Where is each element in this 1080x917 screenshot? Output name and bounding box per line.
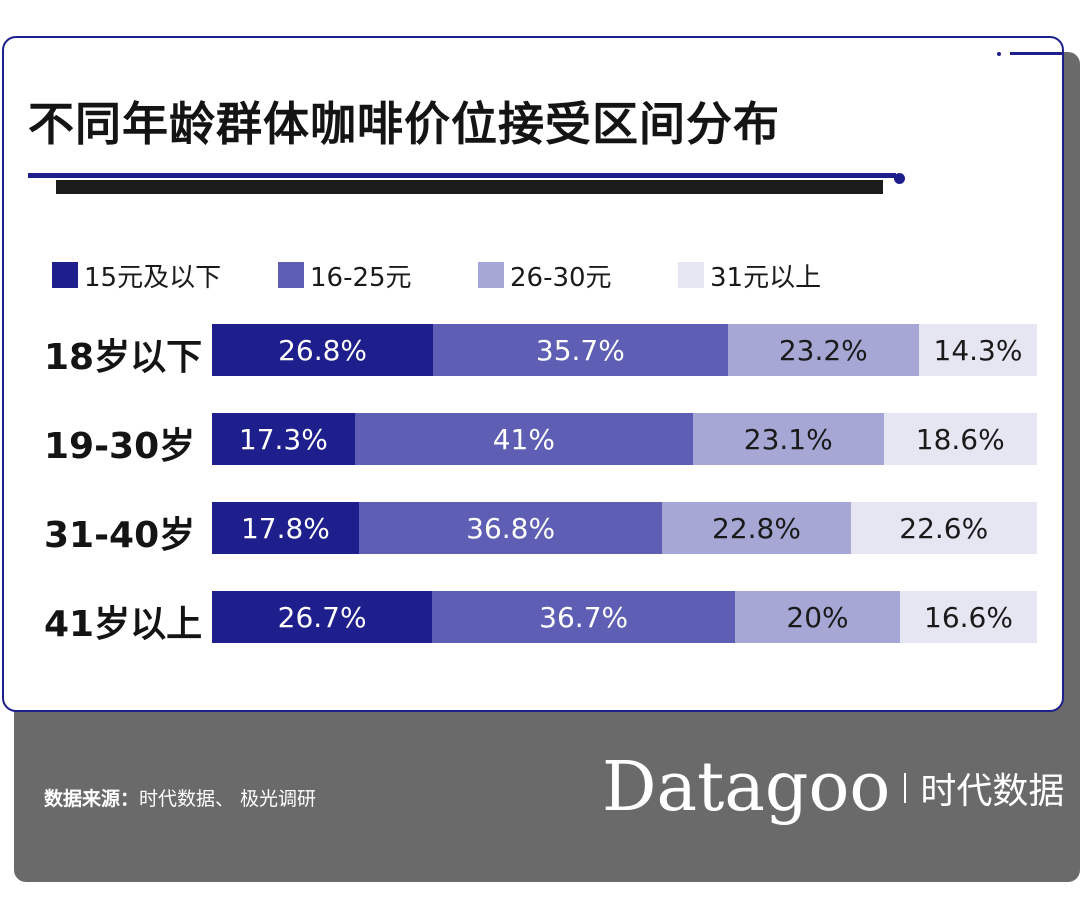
legend-item: 16-25元 <box>278 260 412 293</box>
legend-swatch <box>278 262 304 288</box>
bar-segment: 36.7% <box>432 591 736 643</box>
bar-segment: 23.2% <box>727 324 919 376</box>
data-label: 23.1% <box>743 422 833 456</box>
data-label: 20% <box>786 600 849 634</box>
data-label: 22.8% <box>712 511 801 545</box>
card-accent-dot <box>997 52 1001 56</box>
data-label: 17.8% <box>240 511 330 545</box>
bar-segment: 23.1% <box>692 413 884 465</box>
data-label: 18.6% <box>915 422 1005 456</box>
bar-segment: 14.3% <box>919 324 1037 376</box>
legend-swatch <box>678 262 704 288</box>
legend-item: 31元以上 <box>678 260 821 293</box>
bar-segment: 26.8% <box>212 324 434 376</box>
data-label: 36.8% <box>466 511 556 545</box>
data-label: 14.3% <box>933 333 1023 367</box>
card-accent-line <box>1010 52 1064 55</box>
brand-cn-name: 时代数据 <box>920 770 1065 812</box>
bar-segment: 26.7% <box>212 591 433 643</box>
legend-item: 26-30元 <box>478 260 612 293</box>
legend-label: 31元以上 <box>710 262 822 293</box>
data-source: 数据来源：时代数据、 极光调研 <box>44 784 316 811</box>
bar-segment: 18.6% <box>883 413 1037 465</box>
bar-segment: 22.8% <box>662 502 851 554</box>
bar-segment: 16.6% <box>900 591 1037 643</box>
data-label: 26.7% <box>277 600 367 634</box>
bar-segment: 17.3% <box>212 413 355 465</box>
chart-title: 不同年龄群体咖啡价位接受区间分布 <box>28 97 780 151</box>
legend-label: 15元及以下 <box>84 262 222 293</box>
brand-logo: Datagoo 时代数据 <box>602 748 1064 827</box>
legend-swatch <box>52 262 78 288</box>
bar-segment: 20% <box>735 591 901 643</box>
bar-row: 26.7% 36.7% 20% 16.6% <box>212 591 1037 643</box>
data-label: 26.8% <box>278 333 368 367</box>
brand-name: Datagoo <box>602 748 891 827</box>
data-label: 23.2% <box>778 333 868 367</box>
title-underline-dark <box>56 180 883 194</box>
title-underline-blue <box>28 173 896 178</box>
bar-row: 26.8% 35.7% 23.2% 14.3% <box>212 324 1037 376</box>
brand-separator <box>904 772 907 803</box>
data-label: 22.6% <box>899 511 989 545</box>
bar-segment: 35.7% <box>433 324 728 376</box>
bar-row: 17.8% 36.8% 22.8% 22.6% <box>212 502 1037 554</box>
data-source-text: 时代数据、 极光调研 <box>139 788 317 810</box>
bar-segment: 41% <box>354 413 693 465</box>
bar-segment: 36.8% <box>358 502 663 554</box>
data-label: 41% <box>492 422 555 456</box>
legend-label: 26-30元 <box>510 262 612 293</box>
category-label: 18岁以下 <box>44 337 203 378</box>
legend-label: 16-25元 <box>310 262 412 293</box>
data-source-label: 数据来源： <box>44 788 140 810</box>
title-underline-dot <box>894 173 905 184</box>
data-label: 16.6% <box>924 600 1013 634</box>
bar-segment: 22.6% <box>850 502 1037 554</box>
legend-swatch <box>478 262 504 288</box>
data-label: 17.3% <box>238 422 328 456</box>
data-label: 35.7% <box>535 333 625 367</box>
data-label: 36.7% <box>539 600 629 634</box>
category-label: 19-30岁 <box>44 426 196 467</box>
legend-item: 15元及以下 <box>52 260 221 293</box>
bar-segment: 17.8% <box>212 502 359 554</box>
category-label: 31-40岁 <box>44 515 196 556</box>
category-label: 41岁以上 <box>44 604 203 645</box>
bar-row: 17.3% 41% 23.1% 18.6% <box>212 413 1037 465</box>
